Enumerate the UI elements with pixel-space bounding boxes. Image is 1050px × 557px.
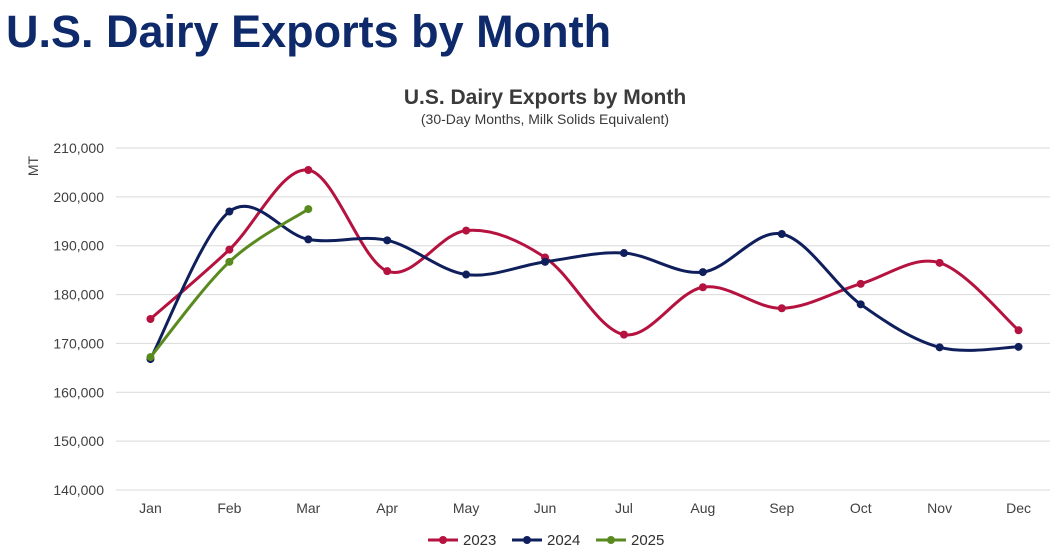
x-tick-label: Nov	[927, 500, 952, 516]
legend-marker	[607, 536, 615, 544]
data-point	[935, 258, 944, 267]
x-axis-ticks: Jan Feb Mar Apr May Jun Jul Aug Sep Oct Nov Dec	[139, 500, 1031, 516]
chart-subtitle: (30-Day Months, Milk Solids Equivalent)	[421, 111, 669, 127]
y-tick-label: 210,000	[53, 140, 104, 156]
data-point	[304, 235, 313, 244]
x-tick-label: Feb	[217, 500, 241, 516]
legend-item-2023: 2023	[428, 532, 496, 549]
series-line	[148, 168, 1021, 337]
data-point	[225, 257, 234, 266]
y-tick-label: 170,000	[53, 335, 104, 351]
data-point	[619, 330, 628, 339]
series-2025	[146, 205, 313, 362]
x-tick-label: Apr	[376, 500, 398, 516]
legend-item-2025: 2025	[596, 532, 664, 549]
data-point	[777, 304, 786, 313]
y-tick-label: 140,000	[53, 482, 104, 498]
x-tick-label: Jan	[139, 500, 162, 516]
legend-item-2024: 2024	[512, 532, 580, 549]
x-tick-label: Mar	[296, 500, 320, 516]
page-title: U.S. Dairy Exports by Month	[6, 6, 612, 57]
data-point	[935, 343, 944, 352]
x-tick-label: May	[453, 500, 479, 516]
x-tick-label: Aug	[690, 500, 715, 516]
data-point	[462, 226, 471, 235]
x-tick-label: Jul	[615, 500, 633, 516]
y-tick-label: 180,000	[53, 287, 104, 303]
y-axis-label: MT	[25, 155, 41, 176]
x-tick-label: Jun	[534, 500, 557, 516]
gridlines	[116, 147, 1050, 491]
data-point	[383, 236, 392, 245]
data-point	[1014, 326, 1023, 335]
data-point	[777, 229, 786, 238]
legend: 2023 2024 2025	[428, 532, 664, 549]
data-point	[619, 249, 628, 258]
legend-label: 2025	[631, 532, 664, 549]
x-tick-label: Oct	[850, 500, 872, 516]
legend-marker	[439, 536, 447, 544]
series-line	[148, 204, 1021, 361]
data-point	[225, 207, 234, 216]
data-point	[462, 270, 471, 279]
data-point	[541, 257, 550, 266]
series-line	[148, 207, 310, 359]
y-tick-label: 190,000	[53, 238, 104, 254]
data-point	[698, 268, 707, 277]
legend-marker	[523, 536, 531, 544]
data-point	[146, 353, 155, 362]
data-point	[383, 267, 392, 276]
data-point	[1014, 342, 1023, 351]
chart-title: U.S. Dairy Exports by Month	[404, 86, 686, 109]
legend-label: 2023	[463, 532, 496, 549]
data-point	[304, 165, 313, 174]
series-lines	[146, 165, 1023, 364]
series-2024	[146, 204, 1023, 364]
data-point	[856, 279, 865, 288]
x-tick-label: Sep	[769, 500, 794, 516]
data-point	[304, 205, 313, 214]
data-point	[146, 315, 155, 323]
series-2023	[146, 165, 1023, 339]
data-point	[856, 300, 865, 309]
data-point	[698, 283, 707, 292]
y-axis-ticks: 140,000 150,000 160,000 170,000 180,000 190,0…	[53, 140, 104, 498]
y-tick-label: 200,000	[53, 189, 104, 205]
data-point	[225, 245, 234, 254]
legend-label: 2024	[547, 532, 580, 549]
y-tick-label: 150,000	[53, 433, 104, 449]
y-tick-label: 160,000	[53, 384, 104, 400]
x-tick-label: Dec	[1006, 500, 1031, 516]
